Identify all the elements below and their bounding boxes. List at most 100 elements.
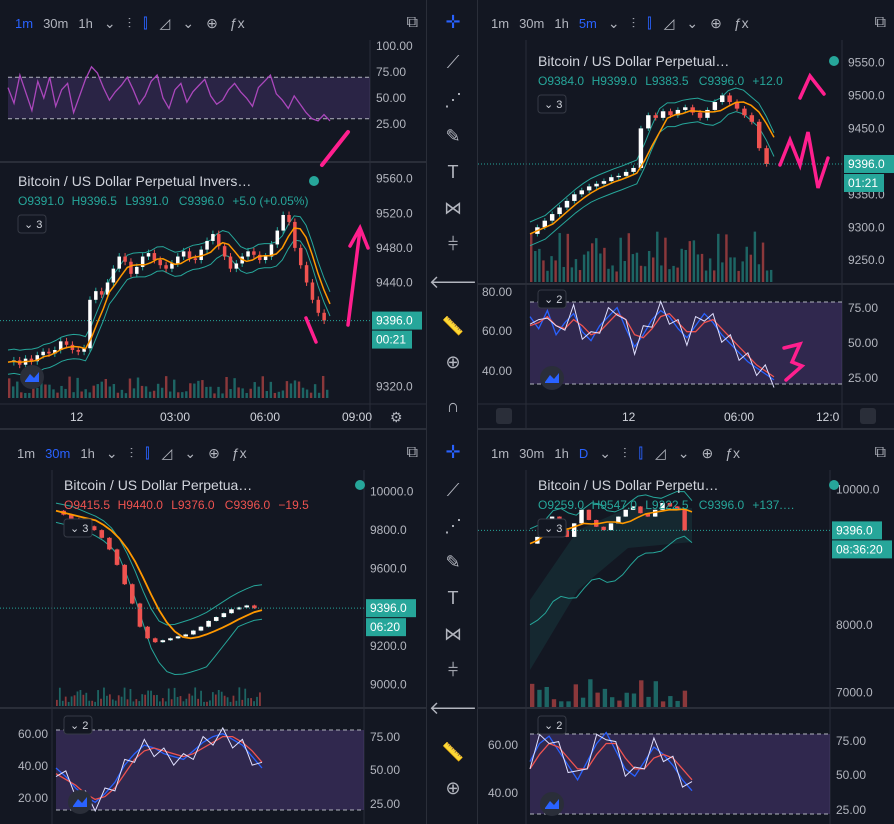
chart-svg: 10000.0 9800.0 9600.0 9200.0 9000.0 9396.0 06:… (0, 470, 426, 824)
annotation-stroke (782, 341, 806, 382)
magnet-icon[interactable]: ∩ (446, 396, 460, 416)
measure-icon[interactable]: ⫩ (447, 660, 459, 680)
ruler-icon[interactable]: 📏 (441, 742, 465, 762)
area-chart-icon[interactable]: ◿ (159, 14, 171, 31)
candle-body (652, 509, 658, 517)
timeframe-d[interactable]: D (578, 445, 589, 461)
last-price-tag (372, 311, 422, 330)
volume-bar (713, 270, 716, 282)
chevron-down-icon[interactable]: ⌄ (182, 14, 195, 31)
candles-icon[interactable]: ⫿ (145, 444, 150, 461)
candles-icon[interactable]: ⫿ (647, 14, 652, 31)
timeframe-1m[interactable]: 1m (15, 15, 34, 31)
candle-body (756, 121, 762, 149)
timeframe-30m[interactable]: 30m (519, 15, 545, 31)
timeframe-30m[interactable]: 30m (45, 445, 71, 461)
zoom-icon[interactable]: ⊕ (445, 352, 461, 372)
pattern-icon[interactable]: ⋈ (444, 198, 462, 218)
compare-icon[interactable]: ⊕ (208, 444, 220, 461)
pattern-icon[interactable]: ⋈ (444, 624, 462, 644)
crosshair-icon[interactable]: ✛ (445, 12, 461, 32)
candle-body (41, 351, 45, 356)
chart-pane-bottom-right[interactable]: 1m 30m 1h D ⌄ ⫶ ⫿ ◿ ⌄ ⊕ ƒx ⧉ 10000.0 8000… (478, 430, 894, 824)
volume-bar (197, 380, 200, 398)
rsi-tick-label: 50.00 (376, 91, 406, 105)
fib-icon[interactable]: ⋰ (444, 90, 462, 110)
area-chart-icon[interactable]: ◿ (161, 444, 173, 461)
area-chart-icon[interactable]: ◿ (654, 444, 666, 461)
brush-icon[interactable]: ✎ (445, 126, 461, 146)
timeframe-1m[interactable]: 1m (17, 445, 36, 461)
bar-style-icon[interactable]: ⫶ (127, 14, 132, 31)
volume-bar (169, 391, 172, 398)
zoom-icon[interactable]: ⊕ (445, 778, 461, 798)
candles-icon[interactable]: ⫿ (638, 444, 643, 461)
text-icon[interactable]: T (447, 162, 459, 182)
chevron-down-icon[interactable]: ⌄ (184, 444, 197, 461)
volume-bar (32, 380, 35, 398)
expand-icon[interactable]: ⧉ (406, 14, 418, 31)
series-toggle (537, 518, 567, 538)
price-tick-label: 9800.0 (370, 523, 407, 537)
oscillator-left-tick-label: 60.00 (482, 324, 512, 338)
trend-line-icon[interactable]: ⟋ (446, 52, 460, 72)
volume-bar (189, 383, 192, 398)
timeframe-1m[interactable]: 1m (491, 15, 510, 31)
timeframe-1h[interactable]: 1h (78, 15, 93, 31)
text-icon[interactable]: T (447, 588, 459, 608)
expand-icon[interactable]: ⧉ (874, 14, 886, 31)
timeframe-1h[interactable]: 1h (554, 445, 569, 461)
compare-icon[interactable]: ⊕ (206, 14, 218, 31)
candle-body (263, 256, 268, 260)
indicators-icon[interactable]: ƒx (733, 15, 749, 31)
compare-icon[interactable]: ⊕ (701, 444, 714, 461)
timeframe-1h[interactable]: 1h (554, 15, 569, 31)
volume-bar (615, 271, 618, 282)
timeframe-1m[interactable]: 1m (491, 445, 510, 461)
bar-style-icon[interactable]: ⫶ (622, 444, 627, 461)
chart-pane-top-right[interactable]: 1m 30m 1h 5m ⌄ ⫶ ⫿ ◿ ⌄ ⊕ ƒx ⧉ 9550.0 9500… (478, 0, 894, 428)
volume-bar (117, 695, 120, 706)
volume-bar (97, 690, 99, 706)
chevron-down-icon[interactable]: ⌄ (105, 444, 118, 461)
crosshair-icon[interactable]: ✛ (445, 442, 461, 462)
back-arrow-icon[interactable]: 🡐 (428, 272, 478, 292)
ruler-icon[interactable]: 📏 (441, 316, 465, 336)
chevron-down-icon[interactable]: ⌄ (103, 14, 116, 31)
area-chart-icon[interactable]: ◿ (663, 14, 675, 31)
measure-icon[interactable]: ⫩ (447, 234, 459, 254)
volume-bar (76, 377, 79, 398)
candles-icon[interactable]: ⫿ (143, 14, 148, 31)
compare-icon[interactable]: ⊕ (710, 14, 722, 31)
price-tick-label: 9600.0 (370, 562, 407, 576)
chart-pane-bottom-left[interactable]: 1m 30m 1h ⌄ ⫶ ⫿ ◿ ⌄ ⊕ ƒx ⧉ 10000.0 9800.0… (0, 430, 426, 824)
timeframe-30m[interactable]: 30m (519, 445, 545, 461)
chevron-down-icon[interactable]: ⌄ (607, 14, 620, 31)
indicators-icon[interactable]: ƒx (725, 445, 740, 461)
brush-icon[interactable]: ✎ (445, 552, 461, 572)
chart-pane-top-left[interactable]: 1m 30m 1h ⌄ ⫶ ⫿ ◿ ⌄ ⊕ ƒx ⧉ 100.00 75.00 50… (0, 0, 426, 428)
timeframe-1h[interactable]: 1h (80, 445, 95, 461)
indicators-icon[interactable]: ƒx (229, 15, 245, 31)
chevron-down-icon[interactable]: ⌄ (686, 14, 699, 31)
expand-icon[interactable]: ⧉ (874, 444, 886, 461)
bar-style-icon[interactable]: ⫶ (631, 14, 636, 31)
volume-bar (170, 699, 173, 706)
timeframe-5m[interactable]: 5m (578, 15, 597, 31)
candle-body (549, 214, 555, 221)
candle-body (727, 95, 732, 103)
volume-bar (538, 248, 541, 282)
chevron-down-icon[interactable]: ⌄ (599, 444, 611, 461)
chevron-down-icon[interactable]: ⌄ (677, 444, 690, 461)
back-arrow-icon[interactable]: 🡐 (428, 698, 478, 718)
trend-line-icon[interactable]: ⟋ (446, 480, 460, 500)
indicators-icon[interactable]: ƒx (231, 445, 247, 461)
volume-bar (179, 696, 182, 706)
rsi-line (7, 65, 331, 122)
volume-bar (173, 687, 176, 706)
fib-icon[interactable]: ⋰ (444, 516, 462, 536)
bollinger-lower (529, 111, 775, 247)
bar-style-icon[interactable]: ⫶ (129, 444, 134, 461)
timeframe-30m[interactable]: 30m (43, 15, 69, 31)
expand-icon[interactable]: ⧉ (406, 444, 418, 461)
